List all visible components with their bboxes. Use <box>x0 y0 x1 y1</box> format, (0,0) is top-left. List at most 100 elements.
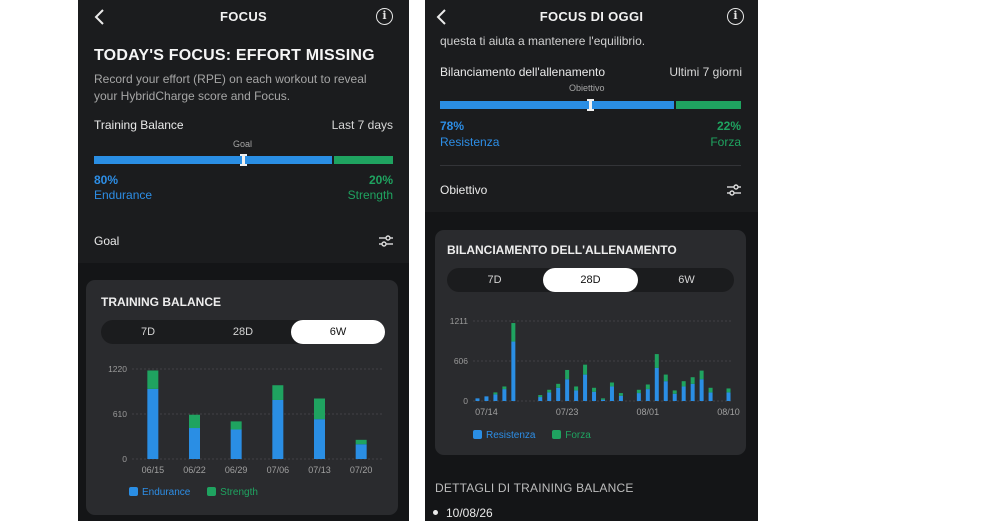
adjust-sliders-icon[interactable] <box>379 235 393 247</box>
bar-segment <box>690 383 695 401</box>
training-balance-card: TRAINING BALANCE 7D 28D 6W 1220 610 0 06/15… <box>86 280 398 515</box>
focus-screen-italian: FOCUS DI OGGI i questa ti aiuta a manten… <box>425 0 758 521</box>
x-tick-label: 08/10 <box>717 407 740 417</box>
goal-marker-icon <box>240 154 247 166</box>
bar-segment <box>556 383 561 388</box>
tab-6w[interactable]: 6W <box>678 274 695 286</box>
bar-segment <box>708 387 713 393</box>
y-tick-label: 606 <box>454 356 468 366</box>
y-tick-label: 610 <box>113 409 127 419</box>
y-tick-label: 0 <box>122 454 127 464</box>
bar-segment <box>511 341 516 401</box>
x-tick-label: 06/15 <box>142 465 165 475</box>
bar-segment <box>592 391 597 401</box>
bar-segment <box>189 428 200 459</box>
bar-segment <box>672 393 677 401</box>
goal-row[interactable]: Obiettivo <box>425 166 758 212</box>
tab-28d[interactable]: 28D <box>543 268 638 292</box>
balance-bar <box>94 154 393 166</box>
bar-segment <box>574 390 579 401</box>
chart-legend: Resistenza Forza <box>473 430 591 441</box>
info-icon[interactable]: i <box>376 8 393 25</box>
bar-segment <box>272 385 284 400</box>
adjust-sliders-icon[interactable] <box>727 184 741 196</box>
bar-segment <box>475 398 480 401</box>
strength-bar <box>334 156 393 164</box>
bar-segment <box>672 390 677 394</box>
goal-marker-label: Obiettivo <box>569 83 605 93</box>
legend-swatch <box>473 430 482 439</box>
card-title: TRAINING BALANCE <box>101 295 221 309</box>
bar-segment <box>663 381 668 401</box>
bar-segment <box>699 370 704 380</box>
bar-segment <box>609 386 614 401</box>
bar-segment <box>538 395 543 398</box>
bar-segment <box>565 379 570 401</box>
bullet-icon <box>433 510 438 515</box>
y-tick-label: 1211 <box>450 316 469 326</box>
details-section-title: DETTAGLI DI TRAINING BALANCE <box>435 481 634 495</box>
bar-segment <box>654 354 659 368</box>
x-tick-label: 07/14 <box>475 407 498 417</box>
strength-percent: 22% <box>716 119 741 133</box>
bar-segment <box>645 389 650 401</box>
bar-segment <box>493 392 498 395</box>
bar-segment <box>547 389 552 393</box>
x-tick-label: 08/01 <box>637 407 660 417</box>
balance-period: Last 7 days <box>331 118 393 132</box>
tab-7d[interactable]: 7D <box>140 326 156 338</box>
balance-bar <box>440 99 741 111</box>
bar-segment <box>556 387 561 401</box>
strength-bar <box>676 101 741 109</box>
period-tabs: 7D 28D 6W <box>447 268 734 292</box>
bar-segment <box>189 414 200 429</box>
bar-segment <box>355 439 367 445</box>
focus-screen-english: FOCUS i TODAY'S FOCUS: EFFORT MISSING Re… <box>78 0 409 521</box>
bar-segment <box>314 419 325 459</box>
bar-segment <box>726 392 731 401</box>
back-arrow-icon[interactable] <box>92 8 108 26</box>
bar-segment <box>574 386 579 391</box>
bar-segment <box>636 389 641 394</box>
page-title: FOCUS DI OGGI <box>539 9 644 24</box>
bar-segment <box>538 397 543 401</box>
endurance-bar <box>440 101 674 109</box>
endurance-label: Endurance <box>94 188 153 202</box>
bar-segment <box>618 395 623 401</box>
y-tick-label: 0 <box>463 396 468 406</box>
x-tick-label: 07/23 <box>556 407 579 417</box>
tab-7d[interactable]: 7D <box>487 274 502 286</box>
strength-percent: 20% <box>368 173 393 187</box>
goal-marker-icon <box>587 99 594 111</box>
bar-segment <box>484 396 489 401</box>
details-list-item[interactable]: 10/08/26 <box>433 506 493 520</box>
bar-segment <box>645 384 650 390</box>
info-icon[interactable]: i <box>727 8 744 25</box>
legend-strength: Strength <box>207 487 258 498</box>
description-line: Record your effort (RPE) on each workout… <box>94 72 367 86</box>
page-title: FOCUS <box>220 9 267 24</box>
legend-label: Strength <box>220 487 258 498</box>
back-arrow-icon[interactable] <box>434 8 450 26</box>
legend-endurance: Endurance <box>129 487 190 498</box>
period-tabs: 7D 28D 6W <box>101 320 385 344</box>
goal-row[interactable]: Goal <box>78 216 409 263</box>
x-tick-label: 07/13 <box>308 465 331 475</box>
strength-label: Strength <box>347 188 393 202</box>
strength-label: Forza <box>710 135 741 149</box>
bar-segment <box>699 379 704 401</box>
endurance-label: Resistenza <box>440 135 500 149</box>
bar-segment <box>565 369 570 380</box>
details-date: 10/08/26 <box>446 506 493 520</box>
bar-segment <box>583 374 588 401</box>
bar-segment <box>690 377 695 384</box>
tab-6w[interactable]: 6W <box>291 320 385 344</box>
bar-segment <box>681 381 686 387</box>
tab-28d[interactable]: 28D <box>232 326 254 338</box>
goal-row-label: Obiettivo <box>440 183 488 197</box>
legend-swatch <box>552 430 562 439</box>
bar-segment <box>502 389 507 401</box>
goal-row-label: Goal <box>94 234 120 248</box>
bar-segment <box>147 388 159 459</box>
bar-segment <box>708 392 713 401</box>
